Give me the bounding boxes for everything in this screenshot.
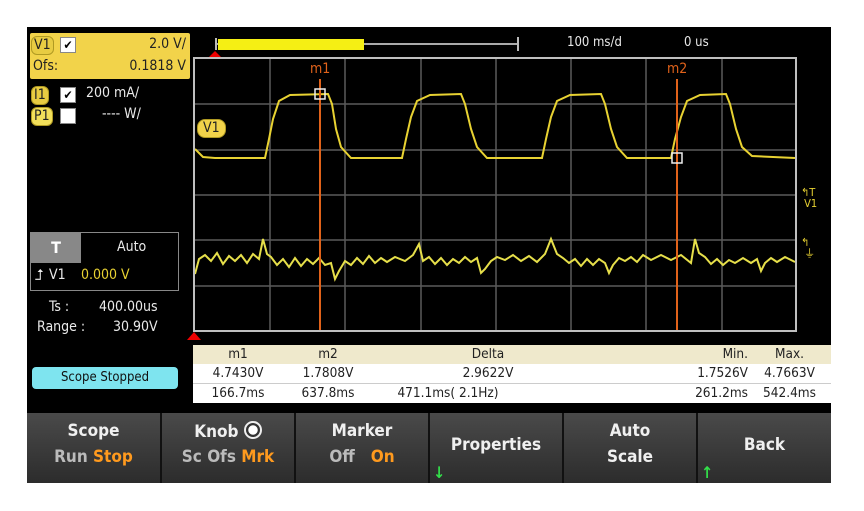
softkey-back-title: Back [743,435,786,455]
m2-voltage: 1.7808V [302,365,354,381]
waveform-plot[interactable]: m1 m2 V1 [193,57,797,332]
channel-v1-panel[interactable]: V1 ✔ 2.0 V/ Ofs: 0.1818 V [30,33,190,79]
max-voltage: 4.7663V [764,365,815,381]
softkey-properties[interactable]: Properties ↓ [430,413,564,483]
header-min: Min. [722,346,748,362]
header-delta: Delta [471,346,505,362]
trigger-level: 0.000 V [81,267,130,283]
option-stop: Stop [93,447,133,467]
option-mrk: Mrk [241,447,275,467]
timebase-per-div: 100 ms/d [567,35,622,50]
min-time: 261.2ms [695,385,748,401]
option-on: On [370,447,395,467]
m2-time: 637.8ms [301,385,355,401]
softkey-marker-options: Off On [296,447,428,467]
marker-m1-handle [314,88,326,100]
arrow-down-icon: ↓ [433,463,446,482]
softkey-marker[interactable]: Marker Off On [296,413,430,483]
option-ofs: Ofs [207,447,236,467]
m1-voltage: 4.7430V [212,365,264,381]
max-time: 542.4ms [763,385,816,401]
trace-v1-label: V1 [197,119,226,138]
softkey-marker-title: Marker [331,421,393,441]
softkey-scope-options: Run Stop [27,447,160,467]
channel-i1-checkbox[interactable]: ✔ [60,87,76,103]
delta-time: 471.1ms( 2.1Hz) [397,385,499,401]
arrow-up-icon: ↑ [701,463,714,482]
memory-position-bar[interactable] [215,37,520,51]
scope-screen: V1 ✔ 2.0 V/ Ofs: 0.1818 V I1 ✔ 200 mA/ P… [27,27,831,483]
channel-p1-checkbox[interactable] [60,108,76,124]
knob-icon [243,421,262,439]
header-m2: m2 [318,346,338,362]
trigger-position-marker-icon [208,51,222,58]
waveform-canvas [195,59,795,330]
measurement-table: m1 m2 Delta Min. Max. 4.7430V 1.7808V 2.… [193,345,831,403]
softkey-properties-title: Properties [450,435,542,455]
softkey-knob[interactable]: Knob Sc Ofs Mrk [162,413,296,483]
channel-v1-offset: 0.1818 V [129,58,186,74]
sample-time-label: Ts : [49,299,70,315]
range-label: Range : [37,319,86,335]
scope-status-badge: Scope Stopped [32,367,178,389]
measurement-voltage-row: 4.7430V 1.7808V 2.9622V 1.7526V 4.7663V [193,364,831,383]
trigger-source: V1 [49,267,66,283]
softkey-knob-options: Sc Ofs Mrk [162,447,294,467]
ground-reference-icon: ↰ ⏚ [801,236,816,260]
header-m1: m1 [228,346,248,362]
trigger-level-indicator-icon: ↰T V1 [801,186,818,210]
trigger-mode: Auto [117,239,147,255]
trigger-time-marker-icon [187,332,201,340]
rising-edge-icon: ⮥ [35,266,44,284]
delta-voltage: 2.9622V [462,365,514,381]
measurement-header-row: m1 m2 Delta Min. Max. [193,345,831,364]
trigger-label: T [31,233,81,263]
channel-v1-label: V1 [31,36,54,55]
range-value: 30.90V [113,319,158,335]
softkey-scope[interactable]: Scope Run Stop [27,413,162,483]
channel-v1-offset-label: Ofs: [33,58,59,74]
measurement-time-row: 166.7ms 637.8ms 471.1ms( 2.1Hz) 261.2ms … [193,383,831,403]
channel-p1-scale: ---- W/ [102,106,141,122]
marker-m1-label[interactable]: m1 [310,61,331,77]
timebase-delay: 0 us [684,35,709,50]
softkey-knob-title-row: Knob [162,421,294,442]
option-sc: Sc [181,447,202,467]
voltage-trace [195,92,795,159]
softkey-back[interactable]: Back ↑ [698,413,831,483]
softkey-scope-title: Scope [67,421,120,441]
softkey-scale-title: Scale [606,447,653,467]
softkey-auto-title: Auto [609,421,651,441]
channel-i1-scale: 200 mA/ [86,85,140,101]
current-trace [195,236,795,282]
softkey-bar: Scope Run Stop Knob Sc Ofs Mrk Marker Of… [27,413,831,483]
sample-time-value: 400.00us [99,299,158,315]
channel-p1-label: P1 [31,107,53,126]
m1-time: 166.7ms [211,385,265,401]
channel-i1-label: I1 [31,86,49,105]
marker-m2-handle [671,152,683,164]
channel-v1-scale: 2.0 V/ [149,36,186,52]
marker-m2-label[interactable]: m2 [667,61,688,77]
header-max: Max. [775,346,804,362]
channel-v1-checkbox[interactable]: ✔ [60,37,76,53]
option-off: Off [329,447,355,467]
trigger-panel[interactable]: T Auto ⮥ V1 0.000 V [30,232,179,291]
min-voltage: 1.7526V [697,365,748,381]
softkey-knob-title: Knob [194,422,239,442]
softkey-auto-scale[interactable]: Auto Scale [564,413,698,483]
option-run: Run [54,447,88,467]
